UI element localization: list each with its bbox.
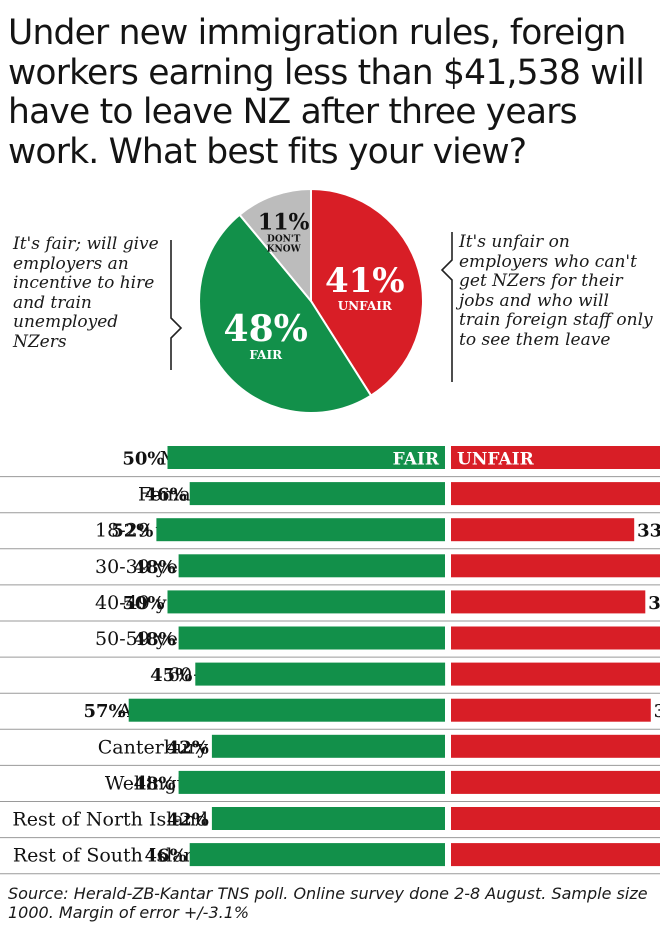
unfair-value-label: 33% — [637, 521, 660, 542]
bar-fair — [128, 698, 445, 722]
pie-value-label: 11% — [258, 210, 310, 236]
bar-fair — [189, 482, 445, 506]
bar-unfair — [451, 554, 660, 578]
bar-fair — [178, 770, 445, 794]
bar-fair — [178, 554, 445, 578]
fair-value-label: 46% — [145, 846, 187, 867]
fair-quote: It's fair; will give employers an incent… — [13, 234, 159, 352]
pie-slice-label: KNOW — [267, 245, 302, 255]
bar-unfair — [451, 843, 660, 867]
pie-value-label: 48% — [224, 308, 308, 350]
bar-fair — [167, 446, 445, 469]
bar-unfair — [451, 698, 651, 722]
bar-fair — [167, 590, 445, 614]
unfair-value-label: 36% — [654, 701, 660, 722]
pie-slice-label: FAIR — [249, 348, 283, 362]
fair-quote-bracket — [170, 240, 183, 370]
bar-unfair — [451, 770, 660, 794]
bar-fair — [195, 662, 446, 686]
bar-unfair — [451, 590, 646, 614]
pie-slice-label: DON'T — [267, 235, 301, 245]
bar-unfair — [451, 734, 660, 758]
fair-value-label: 46% — [145, 485, 187, 506]
chart-title: Under new immigration rules, foreign wor… — [8, 13, 645, 173]
bar-unfair — [451, 446, 660, 469]
bar-unfair — [451, 626, 660, 650]
category-label: Canterbury — [98, 736, 209, 758]
fair-value-label: 48% — [133, 773, 175, 794]
fair-value-label: 57% — [84, 701, 126, 722]
unfair-quote: It's unfair on employers who can't get N… — [459, 232, 653, 350]
bar-fair — [178, 626, 445, 650]
fair-value-label: 48% — [133, 557, 175, 578]
legend-unfair: UNFAIR — [457, 450, 535, 470]
fair-value-label: 52% — [111, 521, 153, 542]
pie-slice-fair — [198, 213, 373, 414]
fair-value-label: 48% — [133, 629, 175, 650]
fair-value-label: 42% — [167, 737, 209, 758]
fair-value-label: 45% — [150, 665, 192, 686]
fair-value-label: 42% — [167, 810, 209, 831]
bar-fair — [211, 734, 445, 758]
bar-unfair — [451, 807, 660, 830]
pie-slice-don-t-know — [238, 190, 312, 304]
pie-slice-label: UNFAIR — [338, 299, 393, 313]
source-note: Source: Herald-ZB-Kantar TNS poll. Onlin… — [8, 884, 648, 923]
pie-value-label: 41% — [325, 261, 405, 301]
unfair-value-label: 35% — [648, 593, 660, 614]
bar-fair — [189, 843, 445, 867]
category-label: Rest of South Island — [13, 845, 208, 867]
legend-fair: FAIR — [393, 450, 440, 470]
bar-unfair — [451, 518, 635, 542]
fair-value-label: 50% — [122, 593, 164, 614]
category-label: Rest of North Island — [12, 809, 208, 831]
unfair-quote-bracket — [440, 232, 453, 382]
fair-value-label: 50% — [122, 449, 164, 470]
bar-unfair — [451, 662, 660, 686]
bar-fair — [156, 518, 445, 542]
bar-fair — [211, 807, 445, 830]
bar-unfair — [451, 482, 660, 506]
